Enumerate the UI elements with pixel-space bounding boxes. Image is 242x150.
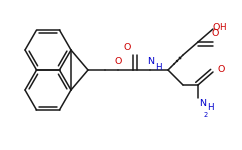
- Text: 2: 2: [204, 112, 208, 118]
- Text: H: H: [155, 63, 161, 72]
- Text: N: N: [148, 57, 154, 66]
- Text: H: H: [219, 22, 225, 32]
- Text: H: H: [207, 103, 213, 112]
- Text: O: O: [114, 57, 122, 66]
- Text: O: O: [217, 66, 225, 75]
- Text: O: O: [123, 44, 131, 52]
- Text: N: N: [199, 99, 206, 108]
- Text: O: O: [211, 28, 219, 38]
- Text: O: O: [212, 22, 220, 32]
